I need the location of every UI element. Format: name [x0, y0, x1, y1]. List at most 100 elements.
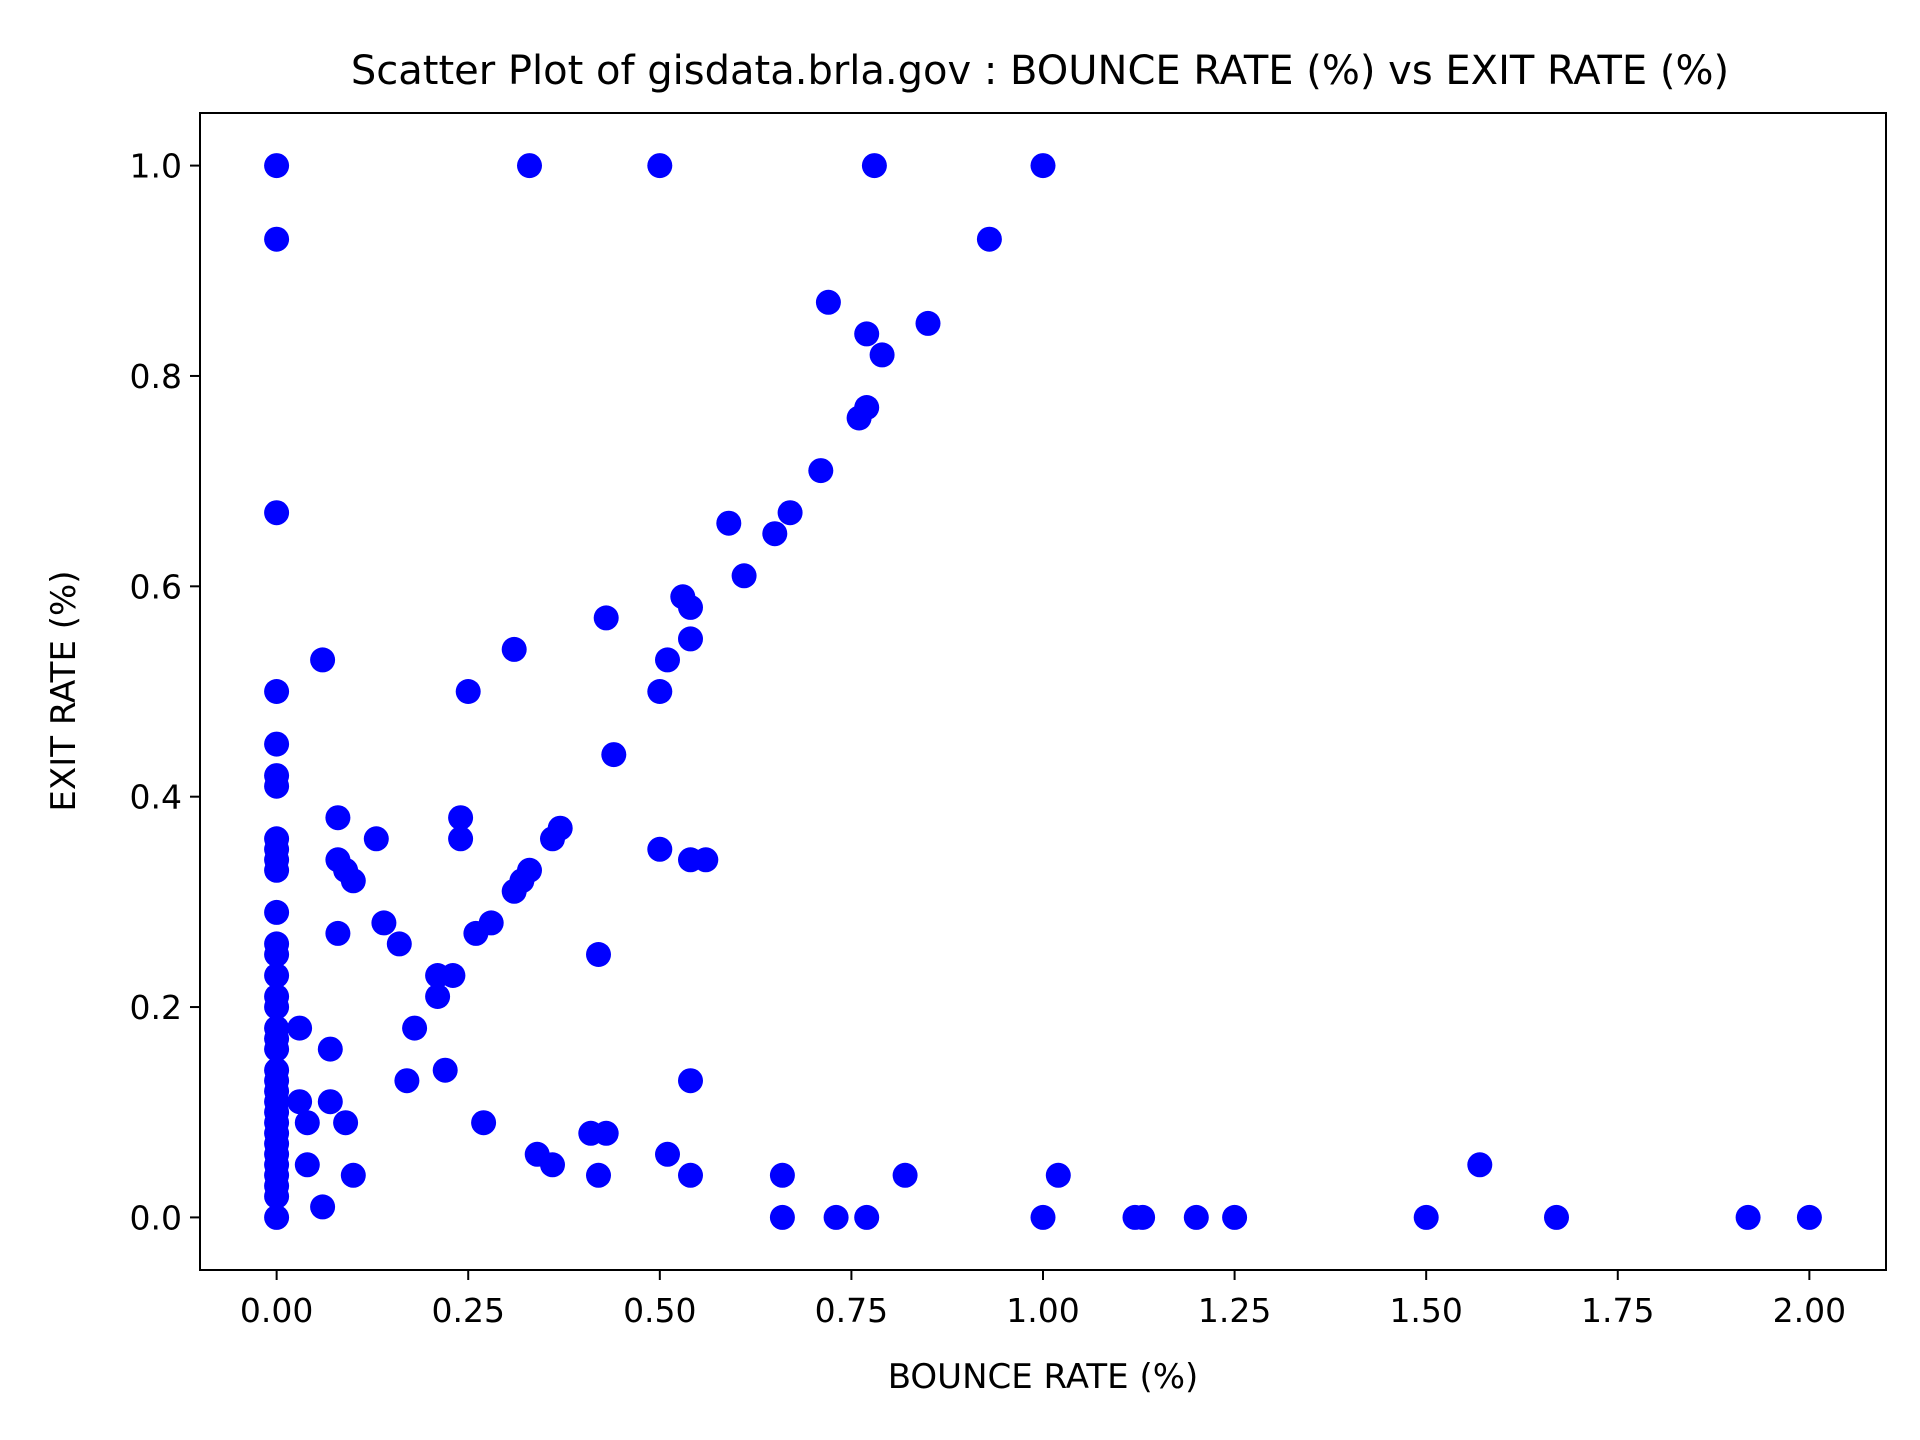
- data-point: [762, 521, 788, 547]
- data-point: [371, 910, 397, 936]
- data-point: [264, 1183, 290, 1209]
- data-point: [264, 963, 290, 988]
- data-point: [976, 226, 1002, 252]
- data-point: [655, 647, 680, 673]
- data-point: [264, 899, 290, 925]
- x-tick-label: 1.00: [1006, 1291, 1079, 1330]
- data-point: [586, 942, 611, 967]
- data-point: [478, 910, 504, 936]
- data-point: [540, 1152, 565, 1178]
- x-tick-label: 2.00: [1773, 1291, 1846, 1330]
- data-point: [340, 1162, 366, 1188]
- data-point: [363, 826, 389, 852]
- data-point: [517, 857, 542, 883]
- data-point: [1030, 1204, 1056, 1230]
- data-point: [1030, 153, 1056, 179]
- data-point: [394, 1068, 420, 1094]
- x-axis-ticks: 0.00 0.25 0.50 0.75 1.00 1.25 1.50 1.75 2.00: [240, 1270, 1846, 1330]
- data-point: [1544, 1204, 1569, 1230]
- x-axis-label: BOUNCE RATE (%): [888, 1357, 1199, 1397]
- y-tick-label: 0.8: [130, 357, 182, 396]
- data-point: [310, 1194, 336, 1220]
- data-point: [808, 458, 834, 484]
- data-point: [310, 647, 336, 673]
- data-point: [1130, 1204, 1156, 1230]
- y-tick-label: 1.0: [130, 147, 182, 186]
- data-point: [731, 563, 757, 589]
- data-point: [601, 742, 627, 768]
- data-point: [425, 984, 451, 1009]
- data-point: [1467, 1152, 1493, 1178]
- data-point: [448, 826, 474, 852]
- data-point: [647, 679, 673, 704]
- x-tick-label: 1.25: [1198, 1291, 1271, 1330]
- data-point: [333, 1110, 359, 1136]
- data-point: [287, 1015, 313, 1041]
- data-point: [777, 500, 803, 526]
- data-point: [593, 1120, 619, 1146]
- data-point: [1735, 1204, 1761, 1230]
- data-point: [854, 395, 880, 420]
- data-point: [264, 857, 290, 883]
- data-point: [317, 1089, 343, 1115]
- data-point: [678, 1162, 703, 1188]
- data-point: [264, 153, 290, 179]
- x-tick-label: 0.50: [623, 1291, 696, 1330]
- data-point: [915, 310, 941, 336]
- data-point: [287, 1089, 313, 1115]
- data-point: [317, 1036, 343, 1062]
- data-point: [264, 731, 290, 757]
- data-point: [693, 847, 719, 873]
- data-point: [264, 679, 290, 704]
- data-point: [869, 342, 895, 368]
- data-point: [264, 942, 290, 967]
- data-point: [854, 321, 880, 347]
- x-tick-label: 0.75: [815, 1291, 888, 1330]
- x-tick-label: 0.00: [240, 1291, 313, 1330]
- data-point: [1413, 1204, 1439, 1230]
- data-point: [325, 920, 351, 946]
- data-point: [655, 1141, 680, 1167]
- data-point: [264, 994, 290, 1020]
- data-point: [1183, 1204, 1209, 1230]
- data-point: [264, 773, 290, 799]
- y-tick-label: 0.2: [130, 988, 182, 1027]
- x-tick-label: 1.75: [1581, 1291, 1654, 1330]
- data-point: [854, 1204, 880, 1230]
- data-point: [325, 805, 351, 831]
- y-tick-label: 0.0: [130, 1198, 182, 1237]
- data-point: [547, 815, 573, 841]
- data-point: [861, 153, 887, 179]
- data-point: [678, 1068, 703, 1094]
- data-point: [586, 1162, 611, 1188]
- data-point: [294, 1152, 320, 1178]
- x-tick-label: 1.50: [1389, 1291, 1462, 1330]
- x-tick-label: 0.25: [431, 1291, 504, 1330]
- data-point: [815, 289, 841, 315]
- data-point: [716, 510, 742, 536]
- data-point: [1796, 1204, 1822, 1230]
- y-tick-label: 0.6: [130, 567, 182, 606]
- data-point: [593, 605, 619, 631]
- data-point: [402, 1015, 428, 1041]
- y-tick-label: 0.4: [130, 778, 182, 817]
- data-point: [678, 594, 703, 620]
- data-point: [440, 963, 466, 988]
- data-point: [517, 153, 542, 179]
- data-point: [823, 1204, 849, 1230]
- y-axis-ticks: 0.0 0.2 0.4 0.6 0.8 1.0: [130, 147, 200, 1237]
- data-point: [471, 1110, 497, 1136]
- data-point: [294, 1110, 320, 1136]
- data-point: [678, 626, 703, 652]
- chart-title: Scatter Plot of gisdata.brla.gov : BOUNC…: [351, 48, 1729, 94]
- data-point: [264, 500, 290, 526]
- data-point: [647, 836, 673, 862]
- data-point: [448, 805, 474, 831]
- data-point: [264, 1036, 290, 1062]
- data-points: [264, 153, 1822, 1230]
- data-point: [264, 226, 290, 252]
- data-point: [455, 679, 481, 704]
- data-point: [264, 1204, 290, 1230]
